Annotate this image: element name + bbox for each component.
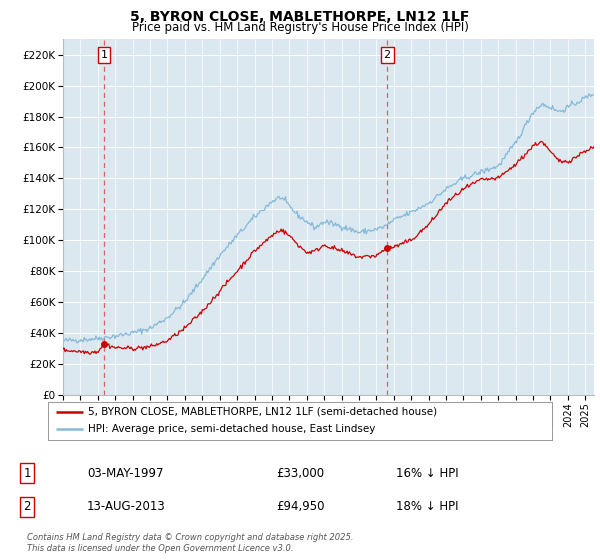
Text: £94,950: £94,950 (276, 500, 325, 514)
Text: 2: 2 (383, 50, 391, 60)
Text: 1: 1 (100, 50, 107, 60)
Text: 1: 1 (23, 466, 31, 480)
Text: Contains HM Land Registry data © Crown copyright and database right 2025.
This d: Contains HM Land Registry data © Crown c… (27, 533, 353, 553)
Text: HPI: Average price, semi-detached house, East Lindsey: HPI: Average price, semi-detached house,… (88, 424, 376, 434)
Text: 5, BYRON CLOSE, MABLETHORPE, LN12 1LF: 5, BYRON CLOSE, MABLETHORPE, LN12 1LF (130, 10, 470, 24)
Text: Price paid vs. HM Land Registry's House Price Index (HPI): Price paid vs. HM Land Registry's House … (131, 21, 469, 34)
Text: 16% ↓ HPI: 16% ↓ HPI (396, 466, 458, 480)
Text: 5, BYRON CLOSE, MABLETHORPE, LN12 1LF (semi-detached house): 5, BYRON CLOSE, MABLETHORPE, LN12 1LF (s… (88, 407, 437, 417)
Text: 13-AUG-2013: 13-AUG-2013 (87, 500, 166, 514)
Text: 18% ↓ HPI: 18% ↓ HPI (396, 500, 458, 514)
Text: £33,000: £33,000 (276, 466, 324, 480)
Text: 2: 2 (23, 500, 31, 514)
Text: 03-MAY-1997: 03-MAY-1997 (87, 466, 163, 480)
